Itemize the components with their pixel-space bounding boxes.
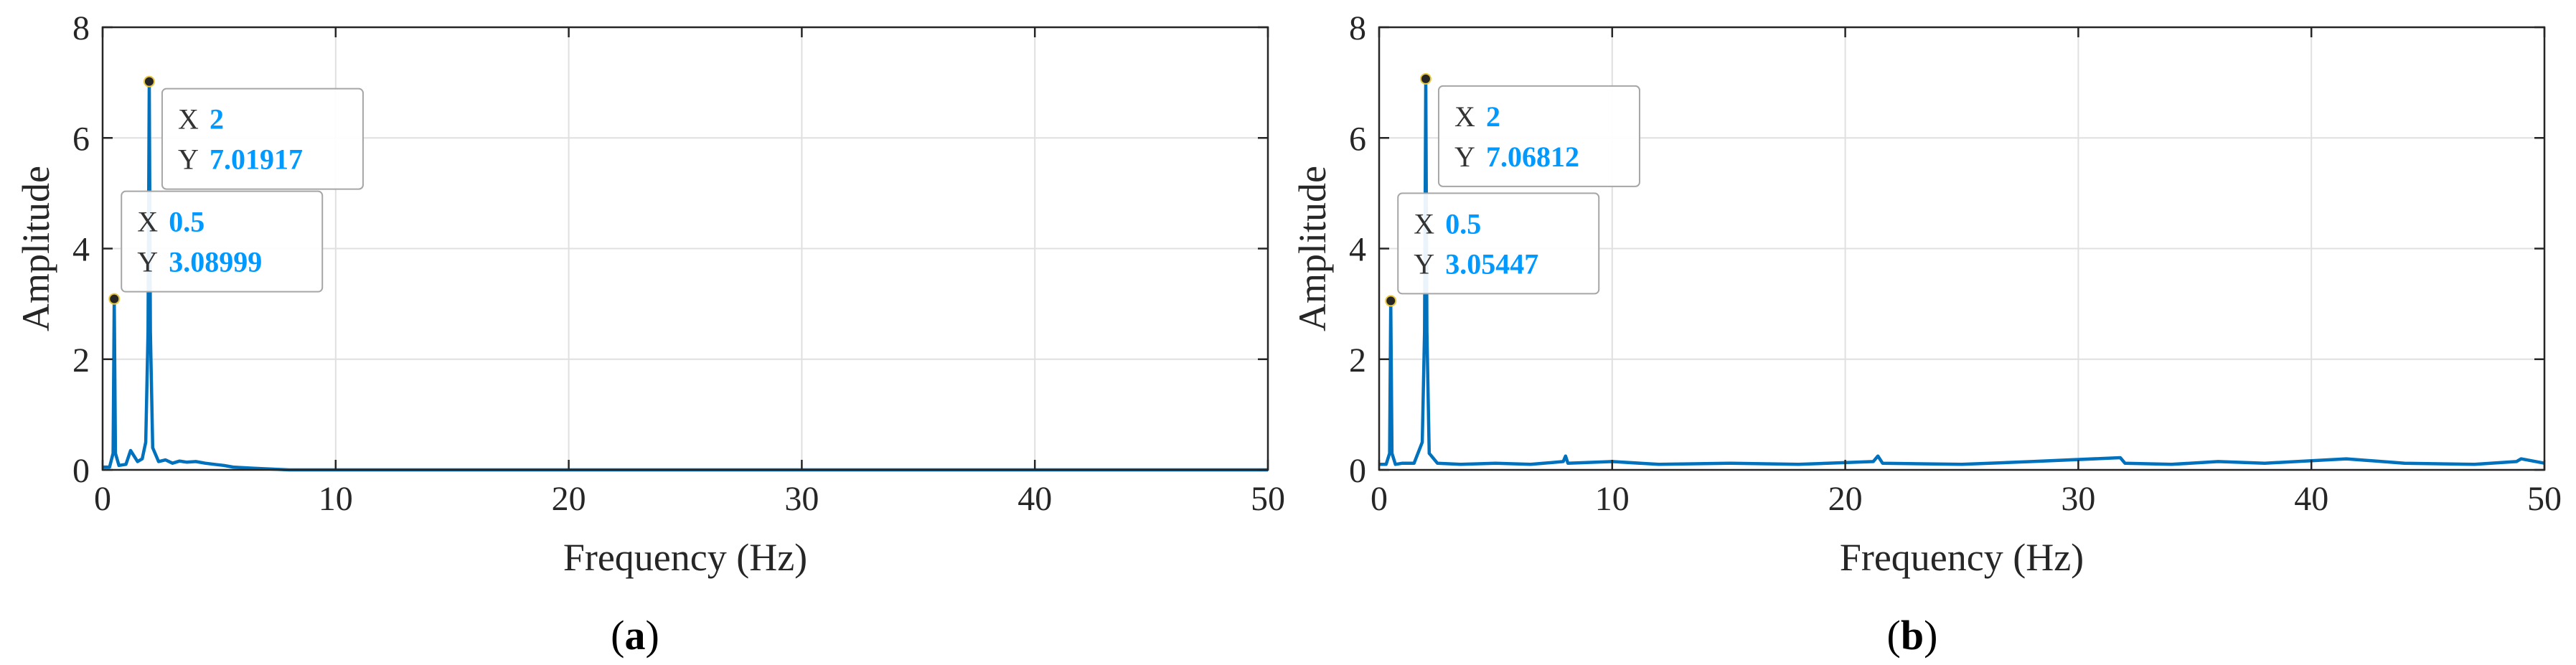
x-tick-label: 0 [1371,480,1388,518]
datatip-y-value: 7.01917 [210,143,303,176]
chart-panel-a: 0 10 20 30 40 50 0 2 4 6 8 Frequency (Hz) Amplitude X… [14,9,1285,659]
y-tick-label: 0 [1349,452,1366,490]
datatip-y-label: Y [137,246,158,278]
datatip[interactable]: X 0.5 Y 3.05447 [1385,192,1600,307]
datatip-marker[interactable] [1385,295,1397,307]
x-tick-label: 30 [2061,480,2095,518]
y-axis-label: Amplitude [1291,166,1334,331]
x-tick-label: 0 [94,480,111,518]
x-tick-label: 30 [784,480,819,518]
datatip-y-value: 3.05447 [1445,247,1538,280]
datatip-x-label: X [1454,100,1475,133]
panel-label-letter: b [1901,612,1924,659]
datatip-x-value: 0.5 [169,206,205,238]
x-tick-label: 20 [1828,480,1863,518]
datatip-x-label: X [1414,207,1434,240]
x-tick-label: 40 [2294,480,2328,518]
datatip-marker[interactable] [1419,72,1432,85]
y-tick-label: 2 [1349,341,1366,379]
x-tick-label: 20 [552,480,586,518]
y-tick-label: 8 [1349,9,1366,47]
datatip-x-value: 2 [210,103,224,136]
datatip-box [161,88,364,190]
datatip[interactable]: X 0.5 Y 3.08999 [108,190,324,305]
datatip-y-label: Y [1454,141,1475,173]
y-tick-label: 8 [72,9,90,47]
chart-panel-b: 0 10 20 30 40 50 0 2 4 6 8 Frequency (Hz) Amplitude X… [1291,9,2562,659]
x-tick-label: 50 [1251,480,1285,518]
datatip[interactable]: X 2Y 7.01917 [143,75,364,190]
y-axis-label: Amplitude [14,166,57,331]
datatip-box [1397,192,1600,295]
y-tick-label: 2 [72,341,90,379]
y-tick-label: 0 [72,452,90,490]
datatip-x-value: 2 [1486,100,1500,133]
datatip-y-label: Y [178,143,199,176]
panel-label: (a) [611,612,659,659]
datatip-y-label: Y [1414,247,1434,280]
y-tick-label: 4 [72,231,90,269]
x-axis-label: Frequency (Hz) [563,536,807,579]
datatip-y-value: 7.06812 [1486,141,1579,173]
x-tick-label: 40 [1017,480,1052,518]
datatip-y-value: 3.08999 [169,246,262,278]
panel-label-letter: a [625,612,646,659]
x-tick-label: 10 [319,480,353,518]
datatip[interactable]: X 2Y 7.06812 [1419,72,1640,187]
datatip-x-label: X [137,206,158,238]
x-tick-label: 50 [2527,480,2562,518]
x-axis-label: Frequency (Hz) [1840,536,2084,579]
x-tick-label: 10 [1595,480,1630,518]
y-tick-label: 6 [72,120,90,158]
y-tick-label: 4 [1349,231,1366,269]
y-tick-label: 6 [1349,120,1366,158]
datatip-box [121,190,324,293]
datatip-x-label: X [178,103,199,136]
datatip-x-value: 0.5 [1445,207,1481,240]
datatip-marker[interactable] [108,293,121,305]
datatip-box [1437,85,1640,187]
panel-label: (b) [1887,612,1938,659]
series-line [1379,77,2545,466]
datatip-marker[interactable] [143,75,155,88]
